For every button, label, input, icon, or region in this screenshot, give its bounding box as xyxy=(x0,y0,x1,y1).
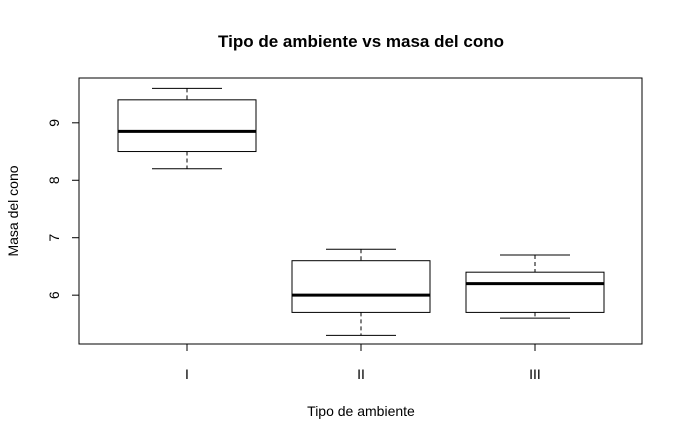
box-I xyxy=(117,87,257,170)
boxes-group xyxy=(117,87,605,336)
x-axis-label: Tipo de ambiente xyxy=(307,403,415,419)
y-axis: 6 7 8 9 xyxy=(46,119,80,299)
y-tick-label: 9 xyxy=(46,119,62,127)
chart-title: Tipo de ambiente vs masa del cono xyxy=(218,32,504,51)
x-tick-label: I xyxy=(185,366,189,382)
y-tick-label: 7 xyxy=(46,234,62,242)
box-III xyxy=(465,254,605,319)
x-tick-label: II xyxy=(357,366,365,382)
y-axis-label: Masa del cono xyxy=(5,165,21,256)
box-II xyxy=(291,248,431,336)
x-tick-label: III xyxy=(529,366,541,382)
iqr-box xyxy=(465,271,605,313)
iqr-box xyxy=(117,99,257,153)
y-tick-label: 8 xyxy=(46,176,62,184)
y-tick-label: 6 xyxy=(46,291,62,299)
iqr-box xyxy=(291,260,431,313)
x-axis: I II III xyxy=(185,343,541,382)
